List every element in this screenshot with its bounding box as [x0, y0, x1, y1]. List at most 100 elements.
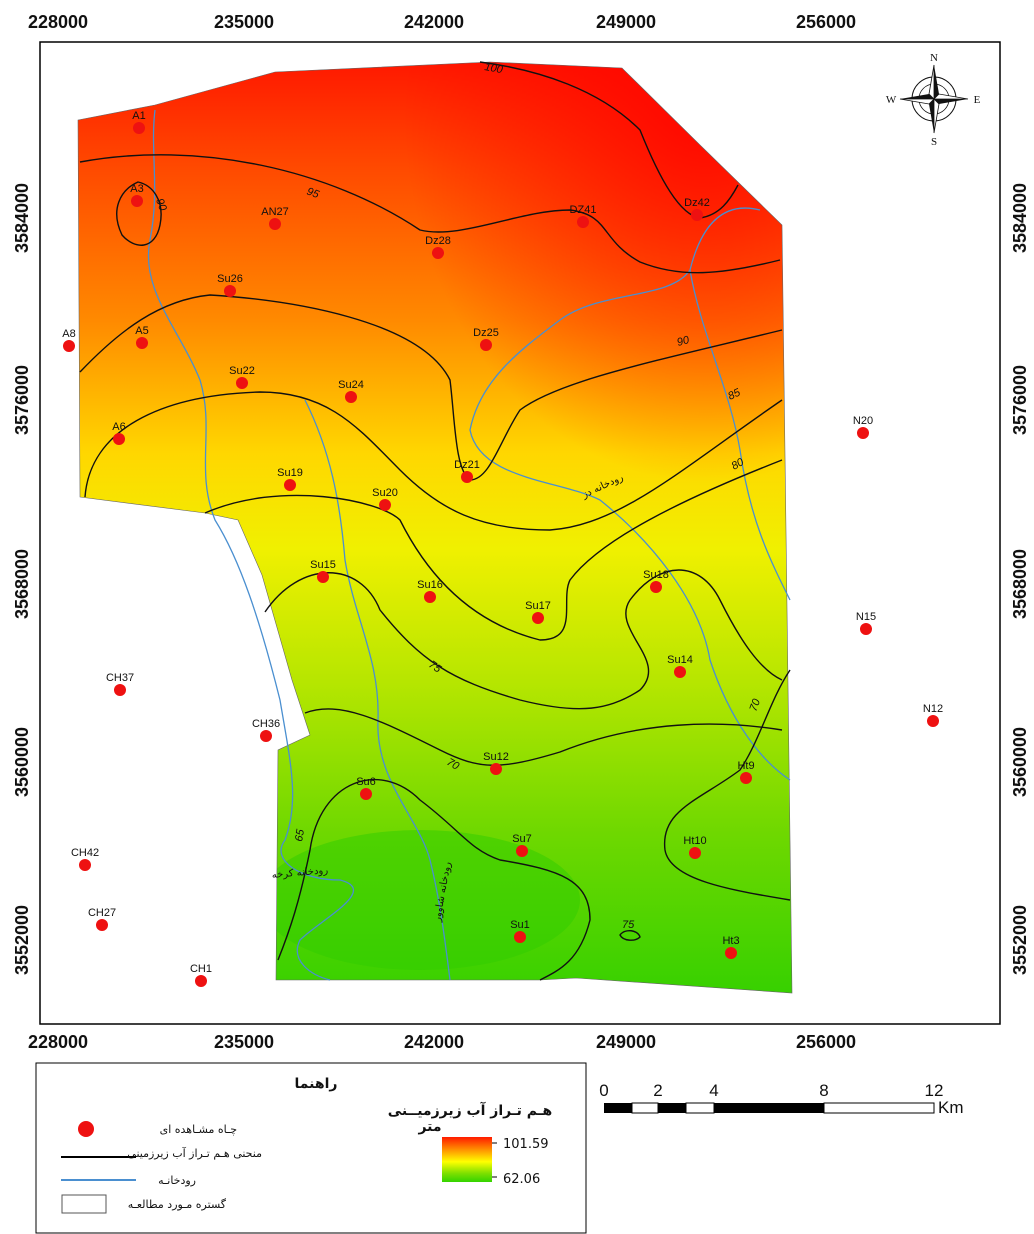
river-karkheh [147, 109, 355, 981]
x-tick-top-249000: 249000 [596, 12, 656, 32]
x-axis-bottom: 228000 235000 242000 249000 256000 [28, 1032, 856, 1052]
contour-100 [479, 61, 739, 219]
well-ch37: CH37 [106, 672, 134, 696]
y-tick-left-3584000: 3584000 [12, 183, 32, 253]
river-dez [469, 207, 791, 781]
ramp-title-1: هـم تـراز آب زیرزمیــنی [388, 1101, 553, 1119]
contour-70 [304, 708, 783, 766]
contour-75 [264, 569, 783, 710]
well-label: CH42 [71, 847, 99, 859]
well-marker [650, 581, 662, 593]
contour-label-100: 100 [483, 61, 504, 76]
well-label: CH37 [106, 672, 134, 684]
well-marker [532, 612, 544, 624]
contour-lines [79, 61, 791, 981]
well-label: Su1 [510, 919, 530, 931]
well-label: Ht3 [722, 935, 739, 947]
well-a3: A3 [130, 183, 144, 207]
scale-label-2: 2 [653, 1081, 662, 1100]
well-su15: Su15 [310, 559, 336, 583]
well-marker [461, 471, 473, 483]
well-su6: Su6 [356, 776, 376, 800]
compass-e: E [974, 94, 981, 106]
x-tick-top-235000: 235000 [214, 12, 274, 32]
contour-label-70-east: 70 [748, 697, 764, 713]
x-tick-bottom-249000: 249000 [596, 1032, 656, 1052]
legend-well-icon [78, 1121, 94, 1137]
well-label: Su7 [512, 833, 532, 845]
scale-bar: 0 2 4 8 12 Km [599, 1081, 963, 1117]
well-label: Su24 [338, 379, 364, 391]
contour-label-90: 90 [676, 334, 692, 349]
well-ht3: Ht3 [722, 935, 740, 959]
well-marker [269, 218, 281, 230]
well-label: AN27 [261, 206, 289, 218]
well-su26: Su26 [217, 273, 243, 297]
well-marker [114, 684, 126, 696]
well-label: Su26 [217, 273, 243, 285]
well-su17: Su17 [525, 600, 551, 624]
x-tick-top-228000: 228000 [28, 12, 88, 32]
well-n15: N15 [856, 611, 876, 635]
well-ht10: Ht10 [683, 835, 707, 859]
well-label: Dz21 [454, 459, 480, 471]
well-su18: Su18 [643, 569, 669, 593]
compass-n: N [930, 52, 938, 64]
well-marker [133, 122, 145, 134]
well-label: N12 [923, 703, 943, 715]
contour-90-loop [116, 181, 162, 246]
well-marker [195, 975, 207, 987]
well-marker [674, 666, 686, 678]
well-marker [284, 479, 296, 491]
scale-label-8: 8 [819, 1081, 828, 1100]
legend-well-label: چـاه مشـاهده ای [160, 1123, 237, 1136]
well-ch42: CH42 [71, 847, 99, 871]
well-label: DZ41 [570, 204, 597, 216]
well-su24: Su24 [338, 379, 364, 403]
well-marker [360, 788, 372, 800]
y-tick-right-3560000: 3560000 [1010, 727, 1030, 797]
well-label: A3 [130, 183, 143, 195]
well-a5: A5 [135, 325, 149, 349]
well-su1: Su1 [510, 919, 530, 943]
well-marker [379, 499, 391, 511]
x-tick-bottom-235000: 235000 [214, 1032, 274, 1052]
well-marker [490, 763, 502, 775]
legend-contour-label: منحنی هـم تـراز آب زیرزمینی [127, 1146, 262, 1160]
well-label: A8 [62, 328, 75, 340]
well-label: Su12 [483, 751, 509, 763]
well-a1: A1 [132, 110, 146, 134]
river-shavoor [304, 399, 451, 981]
well-a6: A6 [112, 421, 126, 445]
compass-w: W [886, 94, 897, 106]
well-marker [236, 377, 248, 389]
river-label-karkheh: رودخانه کرخه [271, 865, 328, 881]
y-tick-left-3576000: 3576000 [12, 365, 32, 435]
well-marker [224, 285, 236, 297]
y-tick-right-3576000: 3576000 [1010, 365, 1030, 435]
well-label: CH36 [252, 718, 280, 730]
well-marker [577, 216, 589, 228]
well-label: A6 [112, 421, 125, 433]
well-marker [432, 247, 444, 259]
well-label: N20 [853, 415, 873, 427]
legend-max-value: 101.59 [503, 1137, 549, 1152]
well-dz25: Dz25 [473, 327, 499, 351]
river-branch [689, 269, 791, 601]
scale-label-12: 12 [925, 1081, 944, 1100]
wells-layer: A1 A3 AN27 Dz28 DZ41 Dz42 Su26 A8 A5 Dz25 Su22 Su24… [62, 110, 943, 987]
well-label: Su16 [417, 579, 443, 591]
well-label: Su15 [310, 559, 336, 571]
well-an27: AN27 [261, 206, 289, 230]
well-label: Su22 [229, 365, 255, 377]
well-marker [79, 859, 91, 871]
well-label: Dz25 [473, 327, 499, 339]
y-tick-left-3568000: 3568000 [12, 549, 32, 619]
well-label: Su18 [643, 569, 669, 581]
well-dz42: Dz42 [684, 197, 710, 221]
well-label: CH27 [88, 907, 116, 919]
y-axis-right: 3584000 3576000 3568000 3560000 3552000 [1010, 183, 1030, 975]
x-tick-bottom-242000: 242000 [404, 1032, 464, 1052]
contour-70-east [663, 669, 791, 901]
